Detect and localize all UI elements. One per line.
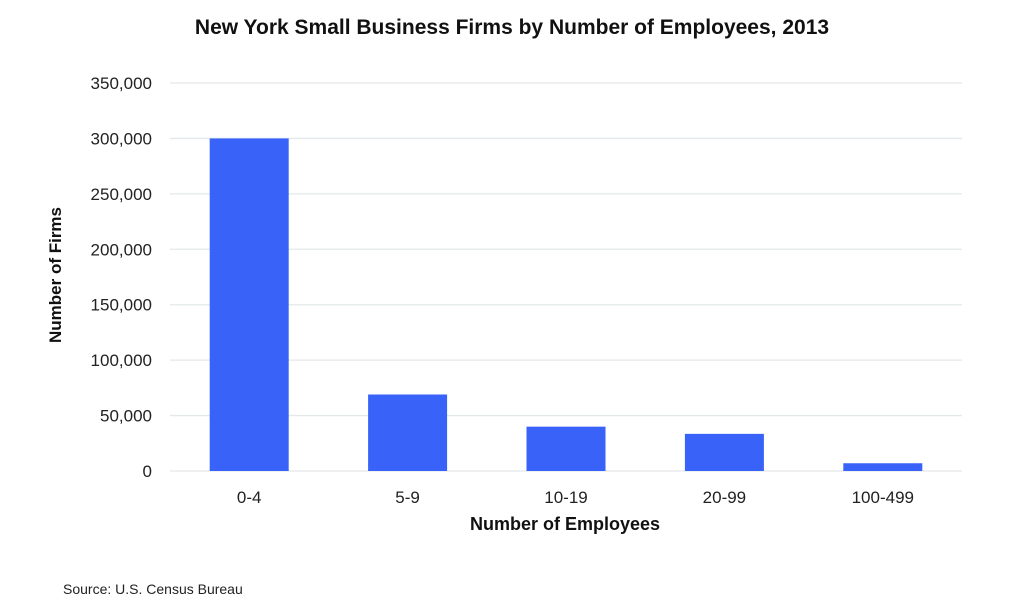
x-tick-label: 5-9	[395, 488, 420, 507]
bar-0-4	[209, 138, 289, 471]
x-tick-labels: 0-4 5-9 10-19 20-99 100-499	[237, 488, 914, 507]
bar-10-19	[526, 426, 606, 471]
bars	[209, 138, 923, 471]
y-tick-label: 50,000	[100, 407, 152, 426]
x-tick-label: 10-19	[544, 488, 587, 507]
x-tick-label: 20-99	[703, 488, 746, 507]
y-tick-label: 150,000	[91, 296, 152, 315]
y-tick-label: 300,000	[91, 129, 152, 148]
y-tick-label: 100,000	[91, 351, 152, 370]
bar-5-9	[368, 394, 448, 471]
y-tick-label: 350,000	[91, 74, 152, 93]
x-tick-label: 0-4	[237, 488, 262, 507]
source-note: Source: U.S. Census Bureau	[63, 581, 243, 597]
y-tick-label: 0	[143, 462, 152, 481]
y-tick-label: 200,000	[91, 240, 152, 259]
x-axis-label: Number of Employees	[469, 514, 661, 534]
x-tick-label: 100-499	[852, 488, 914, 507]
bar-20-99	[684, 433, 764, 471]
chart-title: New York Small Business Firms by Number …	[194, 16, 830, 39]
y-tick-labels: 0 50,000 100,000 150,000 200,000 250,000 300,0…	[91, 74, 152, 481]
bar-100-499	[843, 463, 923, 471]
gridlines	[170, 82, 962, 472]
y-tick-label: 250,000	[91, 185, 152, 204]
